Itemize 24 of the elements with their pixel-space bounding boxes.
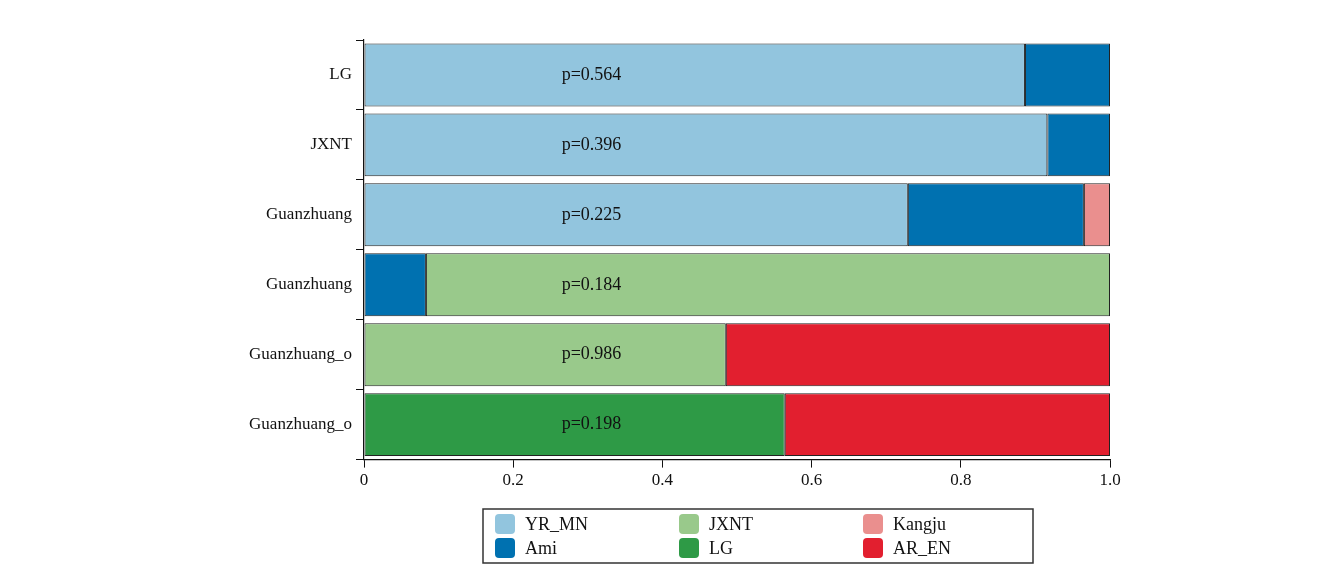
x-tick-label: 1.0 (1099, 470, 1121, 490)
legend-label: YR_MN (525, 513, 589, 534)
annotation: p=0.986 (561, 343, 622, 364)
y-tick-label: Guanzhuang (266, 204, 353, 224)
annotation: p=0.564 (561, 63, 622, 84)
x-tick-label: 0.2 (502, 470, 524, 490)
legend-label: LG (709, 537, 733, 558)
x-tick-label: 0.4 (651, 470, 674, 490)
annotation: p=0.396 (561, 133, 622, 154)
x-tick-label: 0 (359, 470, 369, 490)
y-tick-label: LG (329, 64, 352, 84)
annotation: p=0.225 (561, 203, 622, 224)
y-tick-label: JXNT (310, 134, 353, 154)
x-tick-label: 0.6 (800, 470, 823, 490)
x-tick-label: 0.8 (950, 470, 972, 490)
y-tick-label: Guanzhuang_o (249, 414, 352, 434)
legend-label: JXNT (709, 513, 753, 534)
y-tick-label: Guanzhuang_o (249, 344, 352, 364)
legend-label: Kangju (893, 513, 946, 534)
y-tick-label: Guanzhuang (266, 274, 353, 294)
legend-label: Ami (525, 537, 558, 558)
legend-label: AR_EN (893, 537, 951, 558)
annotation: p=0.198 (561, 413, 622, 434)
annotation: p=0.184 (561, 273, 622, 294)
